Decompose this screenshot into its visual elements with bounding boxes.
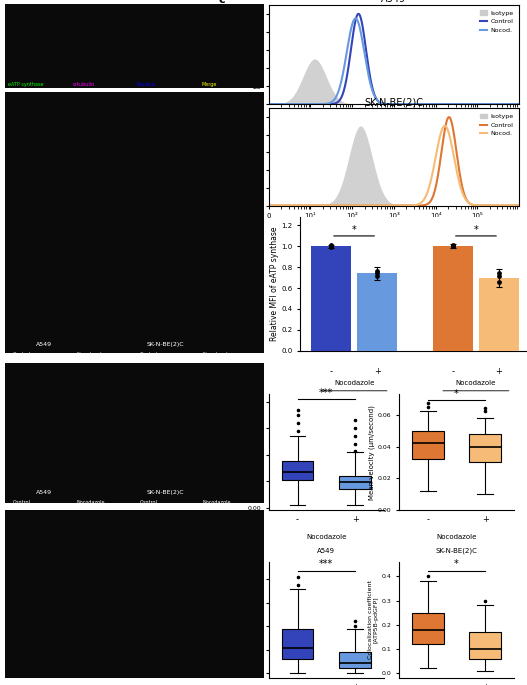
Y-axis label: Mean velocity (μm/second): Mean velocity (μm/second): [368, 405, 375, 499]
Point: [448, 240, 457, 251]
Text: SK-N-BE(2)C: SK-N-BE(2)C: [453, 400, 499, 409]
Bar: [357, 273, 397, 351]
PathPatch shape: [339, 476, 371, 489]
PathPatch shape: [339, 652, 371, 668]
Point: [351, 415, 359, 426]
Point: [373, 266, 382, 277]
Point: [294, 425, 302, 436]
Point: [495, 268, 503, 279]
Text: Nocodazole: Nocodazole: [306, 534, 347, 540]
Text: ***: ***: [319, 559, 334, 569]
Point: [495, 270, 503, 281]
Y-axis label: % of Max: % of Max: [236, 139, 245, 175]
Point: [424, 398, 432, 409]
Point: [351, 621, 359, 632]
Point: [373, 270, 382, 281]
Text: Nocodazole: Nocodazole: [334, 380, 374, 386]
Text: +: +: [374, 366, 380, 376]
Text: A549: A549: [344, 400, 364, 409]
Text: Nocodazole: Nocodazole: [456, 380, 496, 386]
Point: [327, 240, 335, 251]
Text: Nocodazole: Nocodazole: [203, 353, 231, 358]
Point: [481, 406, 490, 417]
Text: *: *: [474, 225, 479, 235]
Text: Nucleus: Nucleus: [137, 82, 157, 86]
Point: [351, 438, 359, 449]
Point: [294, 417, 302, 429]
Text: *: *: [454, 559, 459, 569]
PathPatch shape: [470, 434, 501, 462]
Point: [327, 242, 335, 253]
Text: Nocodazole: Nocodazole: [203, 500, 231, 506]
Text: d: d: [250, 201, 258, 211]
Point: [327, 241, 335, 252]
Legend: Isotype, Control, Nocod.: Isotype, Control, Nocod.: [477, 112, 516, 139]
Text: *: *: [352, 225, 356, 235]
Text: *: *: [454, 388, 459, 399]
Y-axis label: Colocalization coefficient
[ATP5B-pdGFP]: Colocalization coefficient [ATP5B-pdGFP]: [368, 580, 378, 660]
Point: [351, 615, 359, 626]
Text: A549: A549: [36, 342, 52, 347]
Point: [448, 241, 457, 252]
Point: [424, 401, 432, 412]
Bar: [479, 278, 519, 351]
Text: A549: A549: [317, 547, 335, 553]
Text: A549: A549: [36, 490, 52, 495]
Text: Control: Control: [13, 500, 31, 506]
Legend: Isotype, Control, Nocod.: Isotype, Control, Nocod.: [477, 8, 516, 36]
Text: c: c: [219, 0, 226, 5]
Point: [294, 404, 302, 415]
Text: Nocodazole: Nocodazole: [76, 500, 105, 506]
Text: Nocodazole: Nocodazole: [76, 353, 105, 358]
Text: Control: Control: [13, 353, 31, 358]
Text: f: f: [220, 380, 226, 390]
X-axis label: eATP synthase -FITC: eATP synthase -FITC: [356, 222, 432, 231]
Text: -: -: [329, 366, 333, 376]
PathPatch shape: [282, 629, 314, 660]
Text: SK-N-BE(2)C: SK-N-BE(2)C: [147, 342, 184, 347]
Point: [373, 268, 382, 279]
Point: [448, 241, 457, 252]
PathPatch shape: [282, 461, 314, 480]
Title: A549: A549: [382, 0, 406, 4]
Point: [481, 595, 490, 606]
Point: [424, 571, 432, 582]
Y-axis label: Mean velocity (μm/second): Mean velocity (μm/second): [238, 405, 245, 499]
Bar: [311, 247, 351, 351]
Point: [294, 410, 302, 421]
Bar: [433, 247, 473, 351]
PathPatch shape: [470, 632, 501, 659]
Text: +: +: [495, 366, 502, 376]
Point: [481, 403, 490, 414]
Text: h: h: [220, 548, 228, 558]
Text: Merge: Merge: [201, 82, 217, 86]
Text: Control: Control: [140, 353, 158, 358]
Point: [351, 445, 359, 456]
Text: -: -: [451, 366, 454, 376]
Text: Control: Control: [140, 500, 158, 506]
Text: SK-N-BE(2)C: SK-N-BE(2)C: [436, 547, 477, 554]
Text: SK-N-BE(2)C: SK-N-BE(2)C: [147, 490, 184, 495]
Y-axis label: % of Max: % of Max: [236, 37, 245, 72]
Y-axis label: Relative MFI of eATP synthase: Relative MFI of eATP synthase: [270, 227, 279, 341]
Text: eATP synthase: eATP synthase: [8, 82, 43, 86]
Text: Nocodazole: Nocodazole: [436, 534, 477, 540]
Point: [294, 580, 302, 590]
PathPatch shape: [412, 431, 444, 459]
Title: SK-N-BE(2)C: SK-N-BE(2)C: [365, 97, 423, 108]
Text: α-tubulin: α-tubulin: [72, 82, 95, 86]
Point: [294, 571, 302, 582]
Y-axis label: Colocalization coefficient
[ATP5B-pdGFP]: Colocalization coefficient [ATP5B-pdGFP]: [238, 580, 248, 660]
Text: ***: ***: [319, 388, 334, 397]
Point: [495, 276, 503, 287]
PathPatch shape: [412, 612, 444, 644]
Point: [351, 431, 359, 442]
Point: [351, 423, 359, 434]
